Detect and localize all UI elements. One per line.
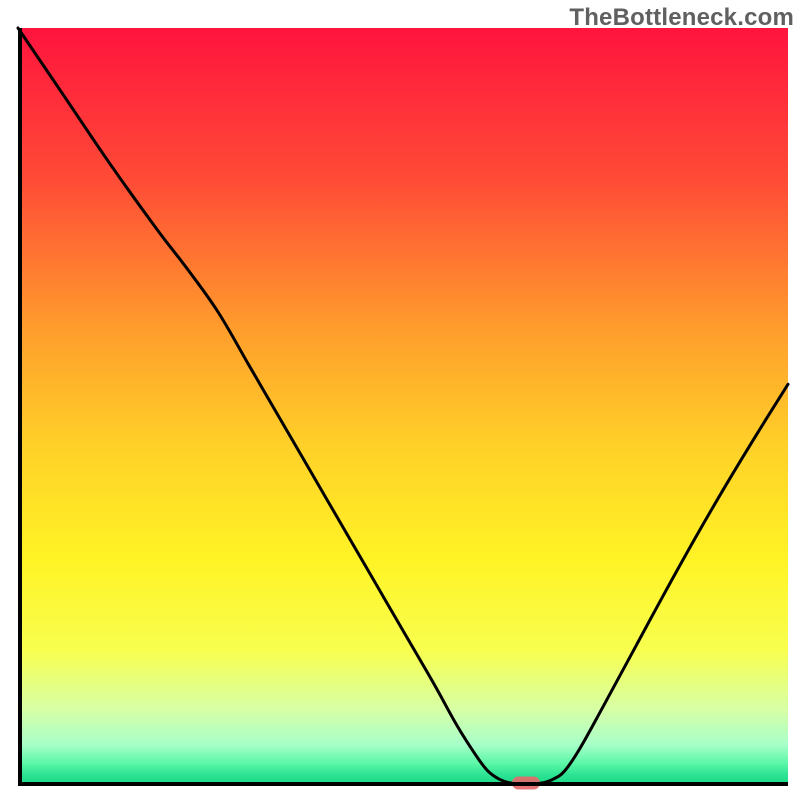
x-axis [18,782,788,786]
curve-svg [18,28,788,786]
bottleneck-chart: TheBottleneck.com [0,0,800,800]
plot-area [18,28,788,786]
bottleneck-curve [18,28,788,783]
y-axis [18,28,22,786]
